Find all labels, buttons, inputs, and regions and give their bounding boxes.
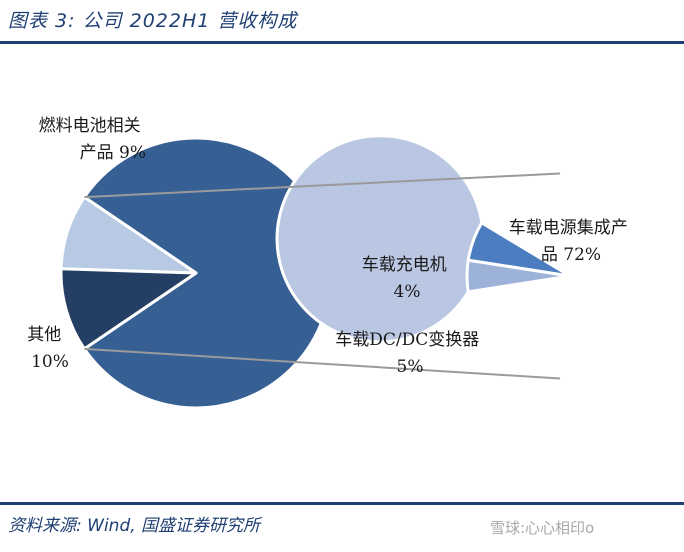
secondary-pie xyxy=(275,134,572,344)
source-note: 资料来源: Wind, 国盛证券研究所 xyxy=(8,516,261,536)
label-obc: 车载充电机 4% xyxy=(362,255,452,302)
connector-top xyxy=(84,172,561,199)
slice-integrated-power xyxy=(275,134,572,344)
label-dcdc: 车载DC/DC变换器 5% xyxy=(335,330,484,377)
main-pie xyxy=(59,136,333,410)
bottom-rule xyxy=(0,502,684,505)
figure-title: 图表 3: 公司 2022H1 营收构成 xyxy=(8,10,298,32)
label-integrated-power: 车载电源集成产 品 72% xyxy=(509,218,633,265)
watermark-text: 雪球:心心相印o xyxy=(490,519,595,537)
label-other: 其他 10% xyxy=(27,325,69,372)
top-rule xyxy=(0,41,684,44)
connector-lines xyxy=(84,172,561,380)
label-fuel-cell: 燃料电池相关 产品 9% xyxy=(39,116,146,163)
connector-bottom xyxy=(84,347,561,380)
slice-other xyxy=(59,267,198,351)
slice-dcdc xyxy=(466,221,572,278)
